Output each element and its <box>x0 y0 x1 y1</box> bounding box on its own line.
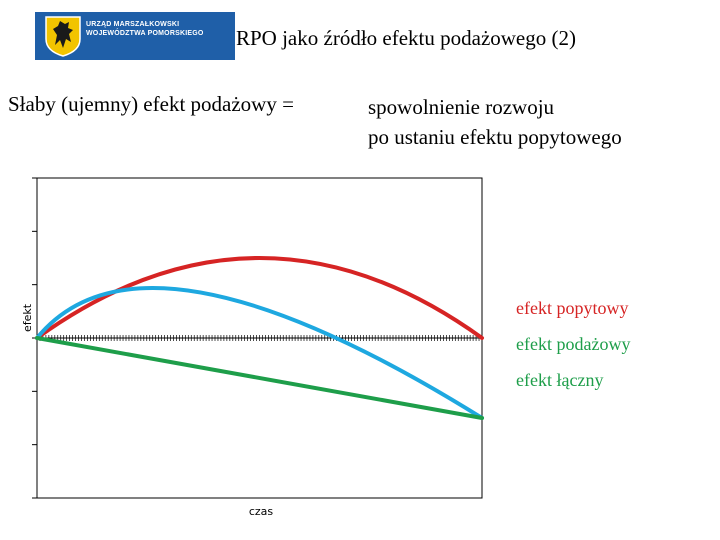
subtitle-explanation: spowolnienie rozwoju po ustaniu efektu p… <box>368 92 622 152</box>
subtitle-line-2: po ustaniu efektu popytowego <box>368 125 622 149</box>
page-title: RPO jako źródło efektu podażowego (2) <box>236 26 576 50</box>
legend-podazowy: efekt podażowy <box>516 334 631 354</box>
y-axis-label: efekt <box>21 303 34 332</box>
subtitle-line-1: spowolnienie rozwoju <box>368 95 555 119</box>
series-line-2 <box>35 336 484 420</box>
logo-text: URZĄD MARSZAŁKOWSKI WOJEWÓDZTWA POMORSKI… <box>86 20 204 38</box>
logo-line-2: WOJEWÓDZTWA POMORSKIEGO <box>86 30 204 37</box>
griffin-coat-of-arms-icon <box>45 16 81 57</box>
series-line-0 <box>35 256 484 340</box>
chart-frame <box>32 177 483 499</box>
header: URZĄD MARSZAŁKOWSKI WOJEWÓDZTWA POMORSKI… <box>0 0 720 70</box>
series-line-1 <box>35 286 484 420</box>
x-axis-label: czas <box>249 505 274 518</box>
legend-popytowy: efekt popytowy <box>516 298 629 318</box>
legend-laczny: efekt łączny <box>516 370 604 390</box>
subtitle-definition: Słaby (ujemny) efekt podażowy = <box>8 92 294 116</box>
chart-series <box>35 256 484 420</box>
logo-line-1: URZĄD MARSZAŁKOWSKI <box>86 21 180 28</box>
